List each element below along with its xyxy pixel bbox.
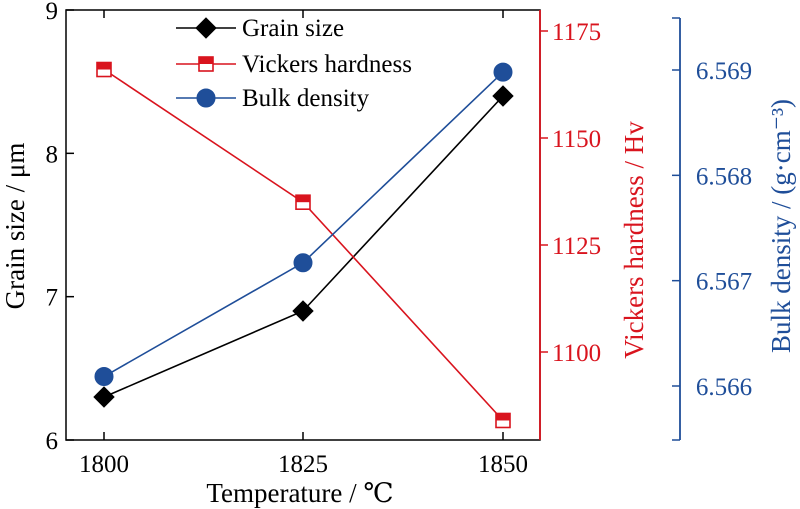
- marker-fill: [199, 57, 213, 64]
- series-line: [103, 95, 504, 398]
- density-axis-title: Bulk density / (g·cm⁻³): [766, 99, 796, 353]
- left-tick-label: 8: [46, 141, 59, 168]
- density-tick-label: 6.568: [696, 163, 752, 190]
- marker-fill: [97, 62, 111, 70]
- hardness-axis-title: Vickers hardness / Hv: [619, 121, 649, 359]
- legend: Grain size Vickers hardness Bulk density: [176, 15, 412, 112]
- data-point: [293, 253, 313, 273]
- left-tick-label: 6: [46, 428, 59, 455]
- hardness-tick-label: 1175: [552, 19, 601, 46]
- right-axis-density: 6.566 6.567 6.568 6.569: [672, 17, 752, 441]
- data-point: [492, 85, 514, 107]
- marker-fill: [496, 413, 510, 421]
- data-point: [295, 194, 311, 210]
- legend-marker: [195, 17, 217, 39]
- series-bulk-density: [94, 62, 513, 387]
- hardness-tick-label: 1150: [552, 126, 601, 153]
- legend-label: Vickers hardness: [242, 51, 412, 78]
- legend-item: Bulk density: [176, 85, 370, 112]
- x-tick-label: 1800: [79, 451, 129, 478]
- data-point: [93, 386, 115, 408]
- legend-item: Grain size: [176, 15, 344, 42]
- right-axis-hardness: 1100 1125 1150 1175: [539, 10, 601, 440]
- data-point: [292, 300, 314, 322]
- marker-fill: [296, 195, 310, 203]
- hardness-tick-label: 1125: [552, 233, 601, 260]
- series-grain-size: [93, 85, 514, 408]
- x-axis: 1800 1825 1850: [79, 10, 528, 478]
- legend-label: Grain size: [242, 15, 344, 42]
- hardness-tick-label: 1100: [552, 340, 601, 367]
- data-point: [96, 61, 112, 78]
- legend-marker: [198, 56, 214, 72]
- x-axis-title: Temperature / ℃: [206, 478, 393, 508]
- series-layer: [93, 61, 514, 429]
- left-axis: 6 7 8 9: [46, 0, 74, 455]
- series-vickers-hardness: [96, 61, 511, 429]
- density-tick-label: 6.566: [696, 374, 752, 401]
- left-axis-title: Grain size / μm: [0, 143, 30, 310]
- series-line: [103, 71, 504, 378]
- density-tick-label: 6.567: [696, 269, 752, 296]
- legend-item: Vickers hardness: [176, 51, 412, 78]
- density-tick-label: 6.569: [696, 58, 752, 85]
- legend-marker: [196, 88, 216, 108]
- x-tick-label: 1825: [278, 451, 328, 478]
- left-tick-label: 7: [46, 285, 59, 312]
- data-point: [495, 412, 511, 429]
- x-tick-label: 1850: [478, 451, 528, 478]
- series-line: [103, 68, 504, 422]
- data-point: [493, 62, 513, 82]
- data-point: [94, 367, 114, 387]
- legend-label: Bulk density: [242, 85, 370, 112]
- left-tick-label: 9: [46, 0, 59, 25]
